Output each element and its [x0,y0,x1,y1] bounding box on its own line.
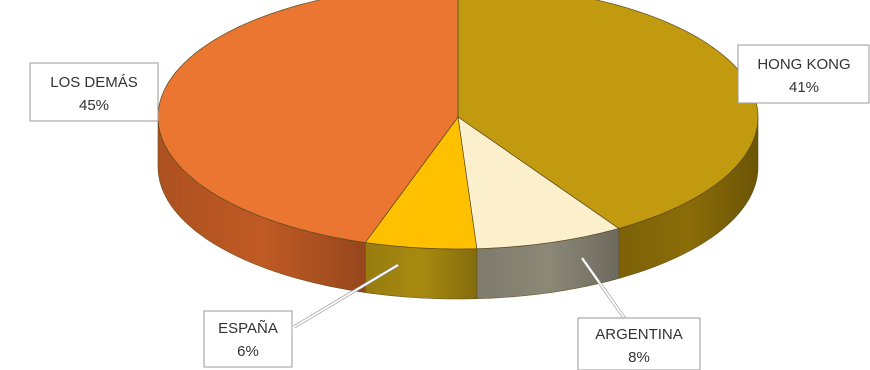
slice-label-value: 45% [79,97,109,114]
slice-label-name: ARGENTINA [595,326,683,343]
slice-side-shade [365,242,477,299]
slice-los-demas [157,0,459,243]
slice-label-value: 6% [237,343,259,360]
callout-box [29,62,159,122]
pie-sides [157,116,759,300]
callout-box [577,317,701,370]
slice-side-shade [618,117,758,279]
slice-label-value: 41% [789,79,819,96]
leader-argentina [581,257,626,320]
callout-box [203,310,293,368]
slice-side-shade [476,228,619,299]
slice-label-value: 8% [628,349,650,366]
slice-label-name: HONG KONG [757,56,850,73]
slice-label-name: LOS DEMÁS [50,74,138,91]
callout-hong-kong: HONG KONG 41% [737,44,870,104]
slice-side-shade [158,117,366,293]
slice-espana [364,116,478,250]
callout-espana: ESPAÑA 6% [203,310,293,368]
callout-los-demas: LOS DEMÁS 45% [29,62,159,122]
slice-argentina [457,116,620,250]
callout-argentina: ARGENTINA 8% [577,317,701,370]
leader-espana [293,264,399,328]
callout-box [737,44,870,104]
pie-tops [157,0,759,250]
slice-label-name: ESPAÑA [218,320,278,337]
leader-lines [293,257,627,329]
